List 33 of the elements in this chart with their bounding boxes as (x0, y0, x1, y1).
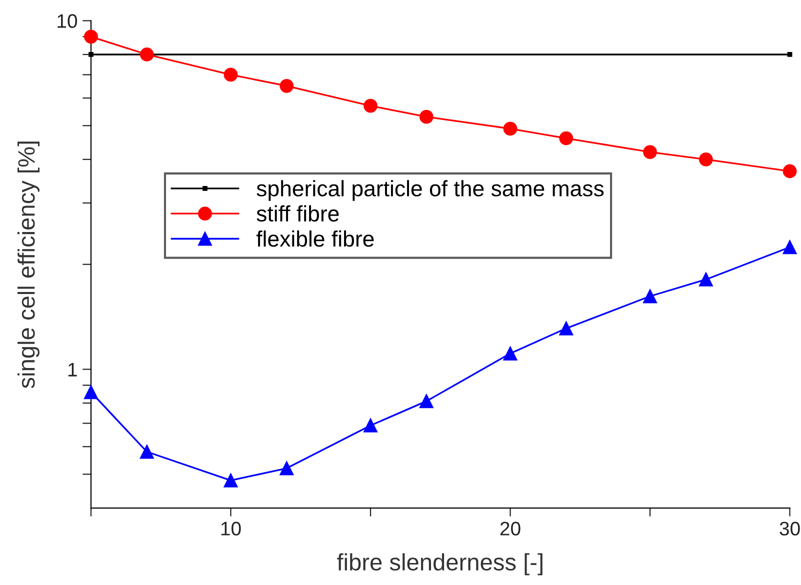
point (503, 346, 518, 360)
y-axis-title: single cell efficiency [%] (17, 142, 40, 388)
point (140, 48, 154, 62)
point (280, 78, 294, 93)
y-tick-label: 1 (68, 362, 77, 376)
legend-label: stiff fibre (256, 205, 339, 222)
point (503, 122, 518, 136)
point (84, 30, 98, 44)
point (224, 68, 238, 82)
point (559, 321, 574, 336)
legend-label: flexible fibre (256, 230, 374, 247)
point (643, 145, 657, 159)
point (419, 394, 434, 408)
x-tick-label: 30 (780, 522, 800, 536)
point (88, 52, 94, 57)
point (782, 240, 797, 254)
point (698, 152, 713, 166)
point (224, 473, 238, 488)
point (419, 110, 434, 124)
x-tick-label: 10 (221, 522, 241, 536)
point (364, 418, 378, 432)
point (364, 98, 378, 113)
point (782, 164, 797, 178)
point (140, 444, 154, 459)
point (787, 52, 792, 57)
x-tick-label: 20 (500, 522, 520, 536)
point (643, 289, 657, 304)
point (280, 461, 294, 476)
legend-label: spherical particle of the same mass (256, 180, 604, 201)
point (559, 131, 574, 146)
x-axis-title: fibre slenderness [-] (337, 553, 542, 576)
point (84, 385, 98, 400)
point (698, 272, 713, 286)
